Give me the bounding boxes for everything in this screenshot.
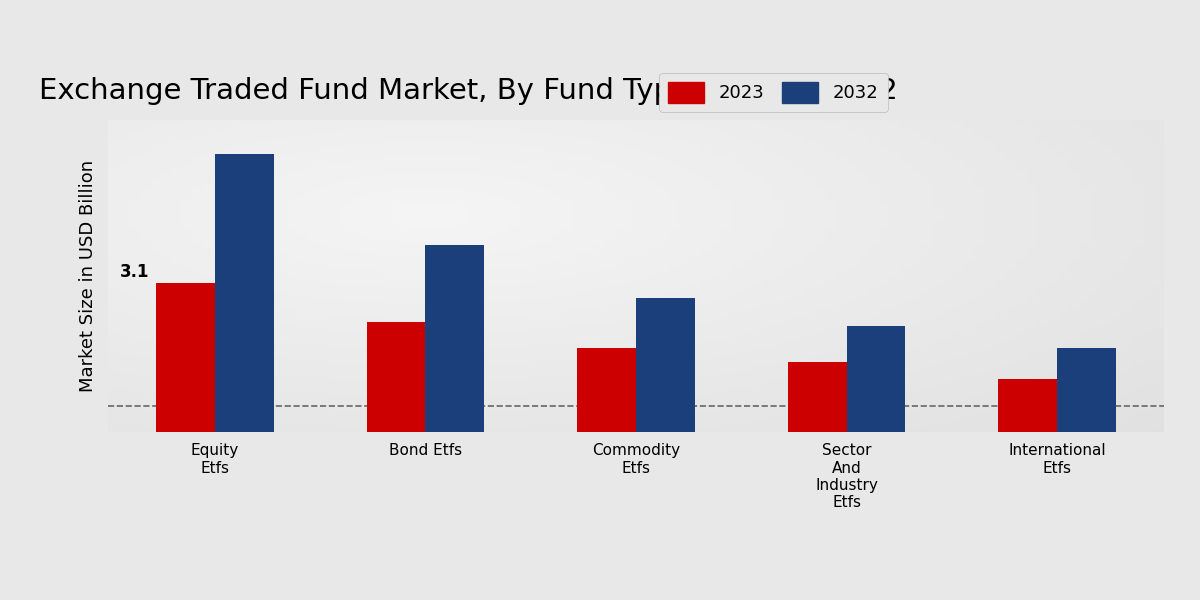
Bar: [426, 245, 485, 432]
Bar: [215, 154, 274, 432]
Bar: [846, 326, 906, 432]
Bar: [998, 379, 1057, 432]
Y-axis label: Market Size in USD Billion: Market Size in USD Billion: [79, 160, 97, 392]
Bar: [1057, 348, 1116, 432]
Legend: 2023, 2032: 2023, 2032: [659, 73, 888, 112]
Bar: [636, 298, 695, 432]
Text: Exchange Traded Fund Market, By Fund Type, 2023 & 2032: Exchange Traded Fund Market, By Fund Typ…: [40, 77, 898, 105]
Text: 3.1: 3.1: [120, 263, 150, 281]
Bar: [577, 348, 636, 432]
Bar: [366, 322, 426, 432]
Bar: [787, 362, 846, 432]
Bar: [156, 283, 215, 432]
